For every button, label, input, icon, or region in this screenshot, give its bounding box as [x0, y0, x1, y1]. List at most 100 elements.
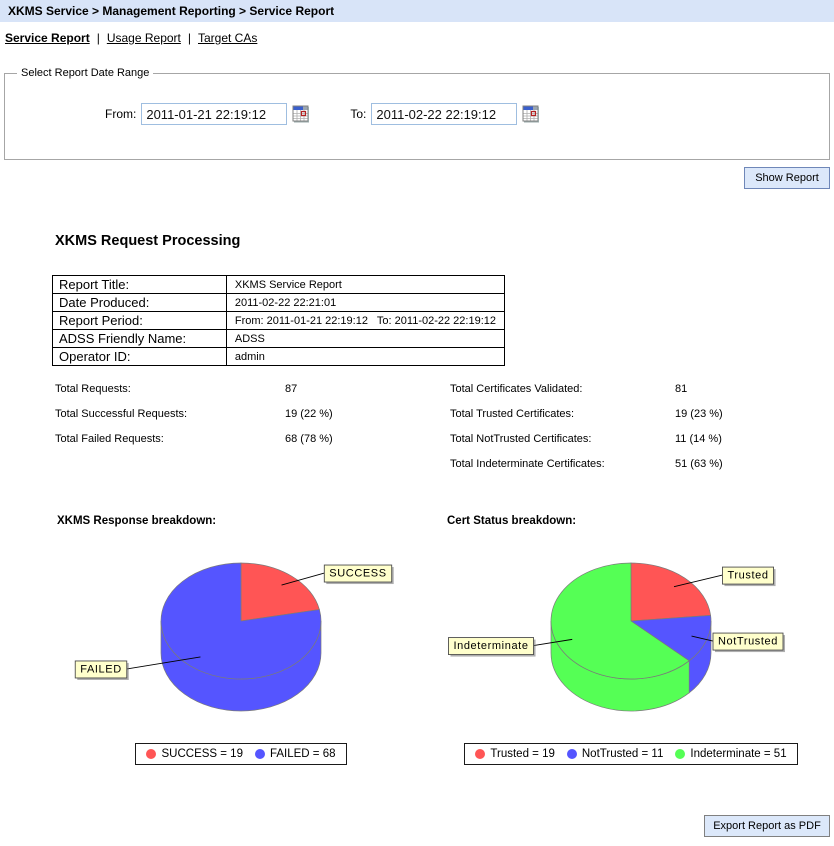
- export-pdf-button[interactable]: Export Report as PDF: [704, 815, 830, 837]
- pie-slice-label: NotTrusted: [718, 636, 778, 648]
- legend-label: NotTrusted = 11: [581, 748, 664, 760]
- legend-item: NotTrusted = 11: [566, 748, 664, 760]
- operator-id-label: Operator ID:: [52, 347, 227, 366]
- stat-label: Total NotTrusted Certificates:: [450, 433, 592, 445]
- legend-item: SUCCESS = 19: [146, 748, 243, 760]
- pie-chart-xkms-response: SUCCESS FAILED: [74, 562, 394, 712]
- breadcrumb: XKMS Service > Management Reporting > Se…: [0, 0, 834, 22]
- tab-separator: |: [96, 31, 100, 45]
- stat-certs-validated: Total Certificates Validated: 81: [450, 383, 834, 395]
- tab-service-report[interactable]: Service Report: [5, 31, 90, 45]
- legend-label: Trusted = 19: [490, 748, 555, 760]
- section-title: XKMS Request Processing: [55, 233, 241, 249]
- chart-title: Cert Status breakdown:: [447, 515, 577, 527]
- tab-separator: |: [187, 31, 191, 45]
- charts-section: XKMS Response breakdown: SUCCESS FAILED S…: [0, 515, 834, 765]
- legend-color-dot: [146, 749, 157, 759]
- pie-label-callout-line: [691, 635, 714, 642]
- calendar-icon-to[interactable]: [522, 105, 540, 123]
- table-row: Date Produced: 2011-02-22 22:21:01: [52, 293, 506, 312]
- tab-usage-report[interactable]: Usage Report: [106, 31, 181, 45]
- show-report-button[interactable]: Show Report: [744, 167, 830, 189]
- pie-slice-failed: [160, 562, 322, 680]
- pie-slice-label: Trusted: [727, 570, 768, 582]
- chart-legend-cert-status: Trusted = 19 NotTrusted = 11 Indeterminate…: [464, 743, 798, 765]
- legend-wrap: SUCCESS = 19 FAILED = 68: [46, 743, 436, 765]
- pie-label-callout-line: [673, 574, 723, 588]
- stat-label: Total Trusted Certificates:: [450, 408, 575, 420]
- pie-label-box: [712, 632, 784, 651]
- date-range-fieldset: Select Report Date Range From: To:: [4, 67, 830, 160]
- chart-legend-xkms-response: SUCCESS = 19 FAILED = 68: [135, 743, 347, 765]
- stat-total-failed: Total Failed Requests: 68 (78 %): [55, 433, 450, 445]
- report-info-table: Report Title: XKMS Service Report Date P…: [52, 275, 506, 366]
- date-range-legend: Select Report Date Range: [21, 67, 150, 79]
- stat-label: Total Requests:: [55, 383, 131, 395]
- calendar-icon-from[interactable]: [292, 105, 310, 123]
- pie-slice-success: [240, 562, 320, 622]
- stat-value: 51 (63 %): [675, 458, 723, 470]
- adss-friendly-name-value: ADSS: [225, 329, 506, 348]
- stat-value: 19 (22 %): [285, 408, 333, 420]
- legend-color-dot: [475, 749, 486, 759]
- stat-label: Total Successful Requests:: [55, 408, 188, 420]
- stat-value: 68 (78 %): [285, 433, 333, 445]
- stat-trusted-certs: Total Trusted Certificates: 19 (23 %): [450, 408, 834, 420]
- pie-label-box: [323, 564, 393, 583]
- pie-slice-trusted: [630, 562, 712, 622]
- report-period-label: Report Period:: [52, 311, 227, 330]
- pie-slice-indeterminate: [550, 562, 690, 680]
- stat-value: 81: [675, 383, 688, 395]
- date-range-row: From: To:: [105, 103, 829, 125]
- date-produced-value: 2011-02-22 22:21:01: [225, 293, 506, 312]
- pie-label-box: [722, 566, 774, 585]
- legend-label: Indeterminate = 51: [690, 748, 787, 760]
- pie-slice-label: SUCCESS: [329, 568, 386, 580]
- legend-label: SUCCESS = 19: [161, 748, 243, 760]
- chart-title: XKMS Response breakdown:: [57, 515, 217, 527]
- stats-left: Total Requests: 87 Total Successful Reque…: [55, 383, 450, 483]
- stat-label: Total Failed Requests:: [55, 433, 164, 445]
- to-label: To:: [350, 107, 367, 121]
- report-period-value: From: 2011-01-21 22:19:12 To: 2011-02-22…: [225, 311, 506, 330]
- chart-xkms-response: XKMS Response breakdown: SUCCESS FAILED S…: [46, 515, 436, 765]
- pie-label-box: [74, 660, 128, 679]
- legend-item: FAILED = 68: [254, 748, 336, 760]
- pie-label-callout-line: [533, 638, 573, 647]
- table-row: ADSS Friendly Name: ADSS: [52, 329, 506, 348]
- pie-slice-label: Indeterminate: [453, 640, 528, 652]
- pie-slice-label: FAILED: [80, 663, 122, 675]
- table-row: Report Title: XKMS Service Report: [52, 275, 506, 294]
- chart-cert-status: Cert Status breakdown: Trusted NotTrusted…: [436, 515, 826, 765]
- legend-item: Indeterminate = 51: [675, 748, 787, 760]
- report-title-value: XKMS Service Report: [225, 275, 506, 294]
- stat-indeterminate-certs: Total Indeterminate Certificates: 51 (63 …: [450, 458, 834, 470]
- tab-target-cas[interactable]: Target CAs: [198, 31, 258, 45]
- legend-wrap: Trusted = 19 NotTrusted = 11 Indeterminate…: [436, 743, 826, 765]
- adss-friendly-name-label: ADSS Friendly Name:: [52, 329, 227, 348]
- report-title-label: Report Title:: [52, 275, 227, 294]
- table-row: Report Period: From: 2011-01-21 22:19:12…: [52, 311, 506, 330]
- stat-value: 11 (14 %): [675, 433, 722, 445]
- operator-id-value: admin: [225, 347, 506, 366]
- legend-color-dot: [566, 749, 577, 759]
- stat-value: 19 (23 %): [675, 408, 723, 420]
- stat-value: 87: [285, 383, 298, 395]
- pie-label-callout-line: [126, 656, 201, 670]
- to-date-input[interactable]: [371, 103, 518, 125]
- stat-label: Total Indeterminate Certificates:: [450, 458, 605, 470]
- date-produced-label: Date Produced:: [52, 293, 227, 312]
- stat-nottrusted-certs: Total NotTrusted Certificates: 11 (14 %): [450, 433, 834, 445]
- stat-total-successful: Total Successful Requests: 19 (22 %): [55, 408, 450, 420]
- from-date-input[interactable]: [141, 103, 288, 125]
- legend-item: Trusted = 19: [475, 748, 555, 760]
- table-row: Operator ID: admin: [52, 347, 506, 366]
- stat-label: Total Certificates Validated:: [450, 383, 583, 395]
- pie-chart-cert-status: Trusted NotTrusted Indeterminate: [448, 562, 786, 712]
- stats-right: Total Certificates Validated: 81 Total Tr…: [450, 383, 834, 483]
- tab-bar: Service Report | Usage Report | Target CAs: [0, 22, 834, 53]
- legend-color-dot: [675, 749, 686, 759]
- stats-section: Total Requests: 87 Total Successful Reque…: [55, 383, 834, 483]
- legend-label: FAILED = 68: [269, 748, 336, 760]
- pie-label-callout-line: [281, 572, 325, 586]
